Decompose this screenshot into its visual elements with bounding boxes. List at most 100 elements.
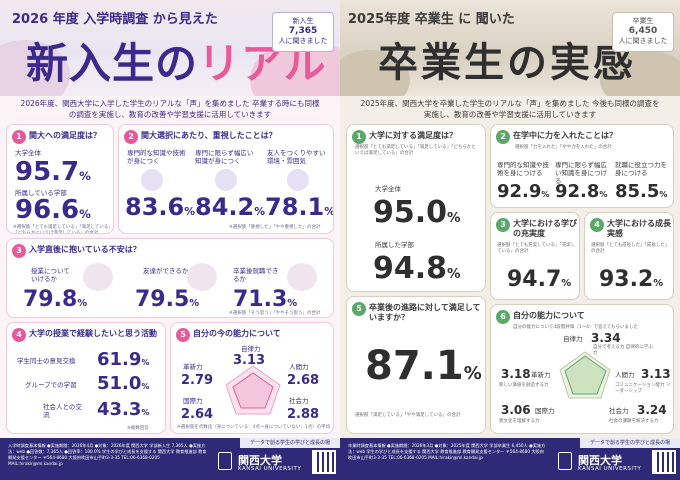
card-note: ※選択肢「重視した」「やや重視した」の合計 — [229, 225, 321, 230]
ability-desc: 社会の課題を解決する力 — [609, 419, 659, 424]
card-title: 大学における成長実感 — [607, 219, 671, 238]
card-number: 2 — [496, 130, 510, 144]
activity-value: 51.0% — [97, 373, 150, 394]
card-title: 関大への満足度は？ — [29, 131, 101, 140]
ability-label: 社会力 — [289, 397, 309, 405]
card-subtitle: 自分の能力について4段階評価（1～4）で答えてもらいました — [513, 325, 639, 330]
activity-value: 61.9% — [97, 349, 150, 370]
freshman-poster: 2026 年度 入学時調査 から見えた 新入生のリアル 新入生 7,365 人に… — [0, 0, 340, 480]
card-number: 3 — [496, 218, 510, 232]
ability-value: 3.13 — [641, 367, 671, 381]
ability-desc: 異文化を理解する力 — [499, 419, 540, 424]
radar-chart — [559, 351, 611, 399]
anxiety-value: 71.3% — [233, 287, 298, 312]
priority-label: 友人をつくりやすい環境・雰囲気 — [267, 149, 326, 166]
header-year-line: 2025年度 卒業生 に 聞いた — [348, 12, 515, 27]
header-year-line: 2026 年度 入学時調査 から見えた — [12, 12, 218, 27]
card-title: 関大選択にあたり、重視したことは？ — [141, 131, 277, 140]
anxiety-label: 友達ができるか — [143, 267, 189, 275]
qr-code-icon[interactable] — [652, 450, 676, 474]
university-name: 関西大学 — [238, 454, 282, 467]
badge-label: 新入生 — [292, 17, 314, 25]
ability-value: 3.24 — [637, 403, 667, 417]
ability-value: 3.18 — [501, 367, 531, 381]
card-title: 入学直後に抱いている不安は？ — [29, 245, 141, 254]
ability-label: 自律力 — [241, 345, 261, 353]
overall-value: 95.0% — [373, 195, 461, 230]
card-title: 大学における学びの充実度 — [513, 219, 577, 238]
card-title: 自分の今の能力について — [193, 329, 281, 338]
card-number: 6 — [496, 310, 510, 324]
ability-value: 2.64 — [181, 407, 214, 422]
anxiety-label: 卒業後就職できるか — [233, 267, 279, 284]
ability-label: 国際力 — [183, 397, 203, 405]
card-number: 2 — [124, 130, 138, 144]
card-priorities: 2 関大選択にあたり、重視したことは？ 専門的な知識や技術が身につく 専門に限ら… — [118, 124, 334, 234]
card-satisfaction: 1 関大への満足度は？ 大学全体 95.7% 所属している学部 96.6% ※選… — [6, 124, 114, 234]
footer-info: 入学時調査基本情報 ●実施期間：2026年4月 ●対象：2026年度 関西大学 … — [8, 443, 207, 467]
footer: 入学時調査基本情報 ●実施期間：2026年4月 ●対象：2026年度 関西大学 … — [0, 438, 340, 480]
card-title: 卒業後の進路に対して満足していますか？ — [369, 303, 481, 322]
anxiety-value: 79.5% — [135, 287, 200, 312]
card-note: ※選択肢を点数化（身についている：4点～身についていない：1点）の平均 — [177, 425, 331, 430]
growth-value: 93.2% — [599, 267, 664, 292]
badge-suffix: 人に聞きました — [618, 37, 668, 45]
anxiety-label: 授業についていけるか — [31, 267, 70, 284]
card-title: 自分の能力について — [513, 311, 585, 320]
faculty-value: 96.6% — [15, 195, 91, 225]
ability-label: 人間力 — [289, 363, 309, 371]
footer-tagline: データで創る学生の学びと成長の場 — [580, 438, 680, 448]
effort-value: 85.5% — [615, 181, 668, 202]
card-title: 在学中に力を入れたことは？ — [513, 131, 617, 140]
faculty-value: 94.8% — [373, 251, 461, 286]
university-name: 関西大学 — [578, 454, 622, 467]
footer: 卒業時調査基本情報 ●実施期間：2026年3月 ●対象：2025年度 関西大学 … — [340, 438, 680, 480]
card-number: 1 — [352, 130, 366, 144]
badge-count: 6,450 — [628, 25, 658, 36]
faculty-label: 所属している学部 — [15, 189, 67, 197]
effort-label: 専門に限らず幅広い知識を身につける — [555, 161, 607, 186]
ability-label: 社会力 — [609, 407, 629, 415]
career-value: 87.1% — [365, 343, 482, 389]
ability-value: 2.88 — [287, 407, 320, 422]
card-note: ※複数回答 — [127, 426, 149, 431]
effort-value: 92.8% — [555, 181, 608, 202]
ability-value: 3.13 — [233, 353, 266, 368]
faculty-label: 所属した学部 — [375, 241, 414, 249]
worried-student-icon — [83, 263, 113, 291]
card-fulfillment: 3 大学における学びの充実度 選択肢「とても充実している」「充実している」の合計… — [490, 212, 580, 300]
ability-label: 革新力 — [531, 371, 551, 379]
respondent-badge: 新入生 7,365 人に聞きました — [272, 12, 334, 52]
card-growth: 4 大学における成長実感 選択肢「とても成長した」「成長した」の合計 93.2% — [584, 212, 674, 300]
qr-code-icon[interactable] — [312, 450, 336, 474]
ability-value: 3.34 — [591, 331, 621, 345]
ability-desc: コミュニケーション能力 リーダーシップ — [615, 383, 671, 394]
priority-value: 84.2% — [195, 193, 266, 221]
respondent-badge: 卒業生 6,450 人に聞きました — [612, 12, 674, 52]
ability-label: 革新力 — [183, 363, 203, 371]
card-career: 5 卒業後の進路に対して満足していますか？ 87.1% 選択肢「満足している」「… — [346, 296, 486, 434]
fulfillment-value: 94.7% — [507, 267, 572, 292]
card-satisfaction: 1 大学に対する満足度は？ 選択肢「とても満足している」「満足している」「どちら… — [346, 124, 486, 292]
activity-value: 43.3% — [97, 399, 150, 420]
card-abilities: 6 自分の能力について 自分の能力について4段階評価（1～4）で答えてもらいまし… — [490, 304, 674, 434]
footer-tagline: データで創る学生の学びと成長の場 — [240, 438, 340, 448]
activity-label: 学生同士の意見交換 — [17, 357, 76, 365]
university-logo — [558, 452, 572, 470]
card-number: 1 — [12, 130, 26, 144]
card-number: 4 — [590, 218, 604, 232]
ability-value: 3.06 — [501, 403, 531, 417]
title-part-a: 新入生の — [26, 39, 199, 88]
anxiety-value: 79.8% — [23, 287, 88, 312]
overall-label: 大学全体 — [15, 149, 41, 157]
intro-text: 2026年度、関西大学に入学した学生のリアルな「声」を集めました 卒業する時にも… — [20, 99, 320, 120]
badge-label: 卒業生 — [632, 17, 654, 25]
ability-label: 人間力 — [615, 371, 635, 379]
student-icon — [215, 169, 237, 191]
card-efforts: 2 在学中に力を入れたことは？ 選択肢「力を入れた」「やや力を入れた」の合計 専… — [490, 124, 674, 208]
intro-text: 2025年度、関西大学を卒業した学生のリアルな「声」を集めました 今後も同様の調… — [360, 99, 660, 120]
ability-desc: 新しい価値を創造する力 — [499, 383, 549, 388]
university-logo — [218, 452, 232, 470]
ability-label: 自律力 — [563, 335, 583, 343]
priority-value: 78.1% — [265, 193, 334, 221]
